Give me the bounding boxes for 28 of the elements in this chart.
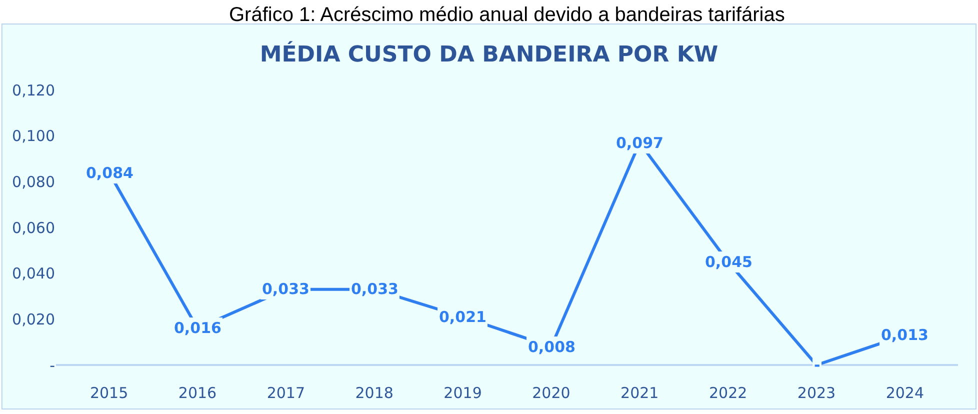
y-tick-label: 0,120 (12, 81, 55, 100)
data-label: 0,016 (174, 319, 222, 337)
y-tick-label: - (50, 356, 55, 374)
x-tick-label: 2017 (266, 384, 306, 402)
x-tick-label: 2016 (178, 384, 217, 402)
y-tick-label: 0,060 (12, 218, 55, 237)
data-label: 0,084 (86, 164, 134, 182)
x-tick-label: 2015 (90, 384, 128, 402)
chart-title: MÉDIA CUSTO DA BANDEIRA POR KW (260, 40, 718, 68)
x-tick-label: 2018 (355, 384, 394, 402)
x-tick-label: 2023 (797, 384, 836, 402)
y-tick-label: 0,020 (12, 310, 55, 328)
data-label: 0,045 (705, 253, 752, 271)
data-label: 0,033 (262, 280, 310, 298)
x-tick-label: 2020 (532, 384, 570, 402)
x-tick-label: 2024 (886, 384, 924, 402)
data-label: 0,008 (528, 338, 576, 356)
data-label: 0,033 (351, 280, 398, 298)
y-tick-label: 0,040 (12, 264, 55, 283)
data-label: 0,013 (881, 326, 928, 344)
x-tick-label: 2021 (620, 384, 659, 402)
data-label: 0,021 (439, 308, 486, 326)
data-label: 0,097 (616, 134, 664, 152)
text: Gráfico 1: Acréscimo médio anual devido a bandeiras tarifárias (229, 4, 785, 26)
x-tick-label: 2022 (708, 384, 748, 402)
x-tick-label: 2019 (444, 384, 482, 402)
y-tick-label: 0,100 (12, 127, 55, 146)
y-tick-label: 0,080 (12, 172, 55, 191)
